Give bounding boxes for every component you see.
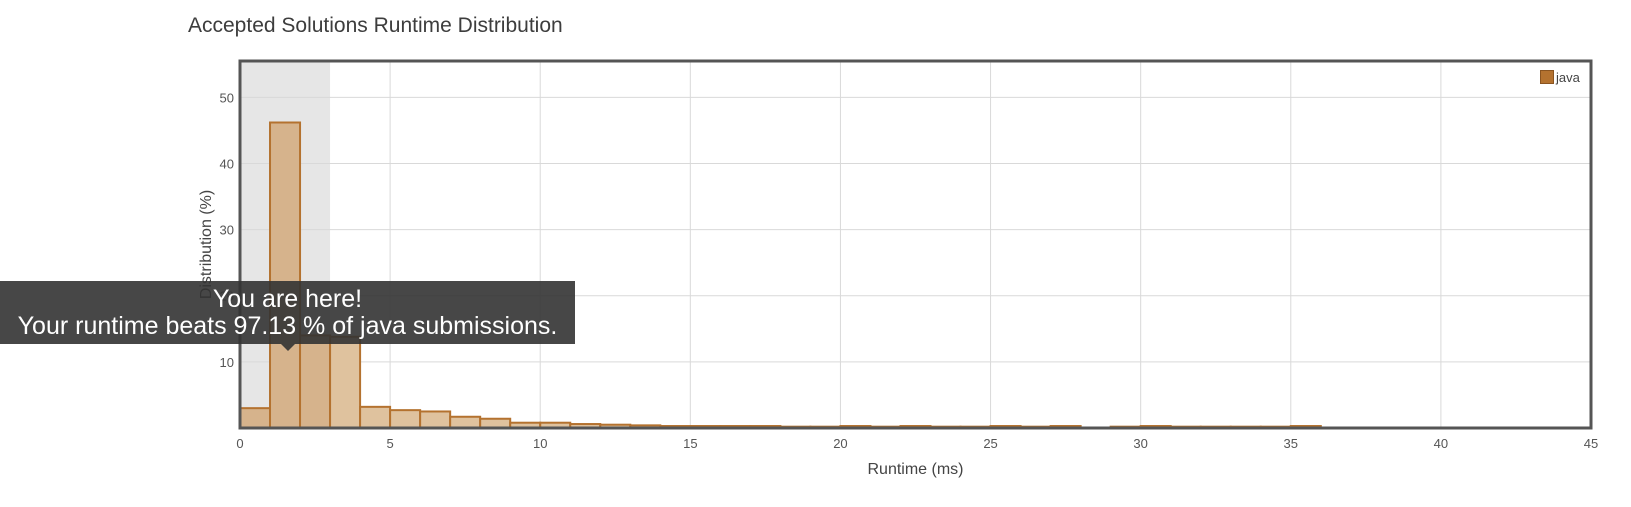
bar-2ms[interactable] [299,334,332,430]
bar-4ms[interactable] [359,405,392,429]
bars [239,121,1322,430]
chart-title: Accepted Solutions Runtime Distribution [188,14,563,37]
tooltip-line-2: Your runtime beats 97.13 % of java submi… [17,312,558,340]
y-tick-label: 40 [220,156,234,171]
bar-6ms[interactable] [419,410,452,430]
x-tick-label: 5 [386,436,393,451]
x-tick-label: 0 [236,436,243,451]
y-tick-label: 30 [220,223,234,238]
x-tick-label: 15 [683,436,697,451]
legend-label-java: java [1556,70,1580,85]
x-tick-label: 45 [1584,436,1598,451]
plot-frame [238,59,1593,430]
x-tick-label: 10 [533,436,547,451]
bar-7ms[interactable] [449,415,482,429]
bar-5ms[interactable] [389,409,422,429]
you-are-here-tooltip: You are here! Your runtime beats 97.13 %… [0,281,575,351]
bar-0ms[interactable] [239,407,272,430]
legend[interactable]: java [1540,70,1580,85]
y-tick-label: 50 [220,90,234,105]
grid-lines [240,61,1591,428]
tooltip-line-1: You are here! [212,285,363,313]
x-tick-label: 20 [833,436,847,451]
y-axis-label: Distribution (%) [198,190,215,299]
x-axis-ticks: 0 5 10 15 20 25 30 35 40 45 [236,436,1598,451]
x-tick-label: 35 [1284,436,1298,451]
x-tick-label: 30 [1133,436,1147,451]
x-axis-label: Runtime (ms) [867,461,963,478]
y-tick-label: 10 [220,355,234,370]
bar-3ms[interactable] [329,335,362,429]
legend-swatch-java [1540,70,1554,84]
bar-1ms[interactable] [269,121,302,430]
x-tick-label: 40 [1434,436,1448,451]
x-tick-label: 25 [983,436,997,451]
tooltip-arrow [281,344,295,351]
